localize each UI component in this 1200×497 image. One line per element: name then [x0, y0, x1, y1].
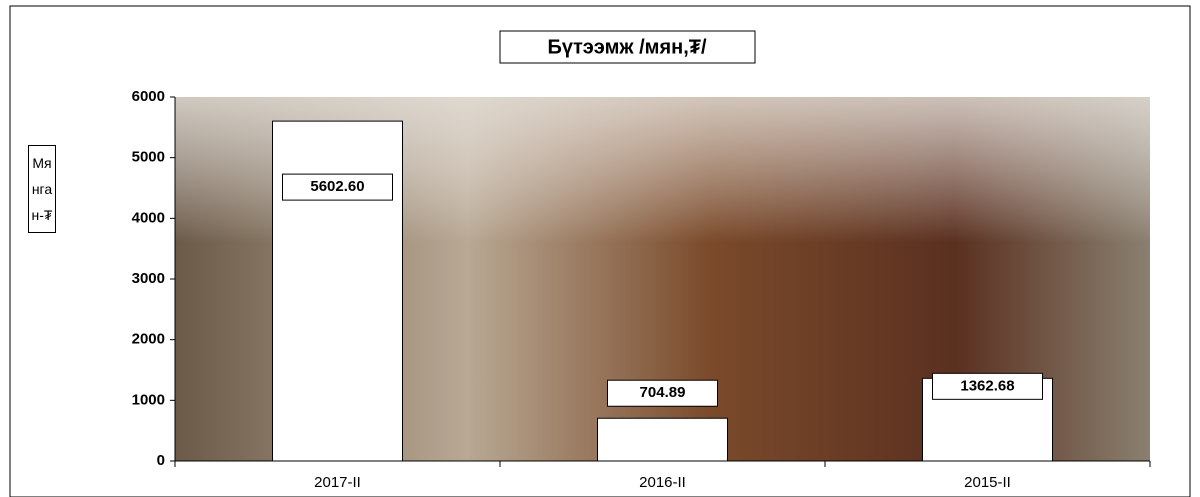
y-tick-label: 1000 — [132, 391, 165, 408]
y-tick-label: 0 — [157, 452, 165, 469]
chart-title: Бүтээмж /мян,₮/ — [547, 36, 707, 58]
y-tick-label: 4000 — [132, 209, 165, 226]
bar — [272, 120, 403, 462]
value-label-box — [282, 173, 393, 201]
y-tick-label: 2000 — [132, 331, 165, 348]
x-tick-label: 2017-II — [314, 474, 361, 491]
y-tick-label: 6000 — [132, 88, 165, 105]
y-axis-label: Мянган-₮ — [28, 145, 56, 233]
value-label: 5602.60 — [310, 178, 364, 195]
x-tick-label: 2016-II — [639, 474, 686, 491]
y-tick-label: 5000 — [132, 149, 165, 166]
title-box — [499, 30, 756, 64]
x-tick-label: 2015-II — [964, 474, 1011, 491]
value-label: 1362.68 — [960, 377, 1014, 394]
value-label-box — [607, 379, 718, 407]
value-label: 704.89 — [640, 384, 686, 401]
value-label-box — [932, 372, 1043, 400]
y-tick-label: 3000 — [132, 270, 165, 287]
bar — [597, 417, 728, 462]
